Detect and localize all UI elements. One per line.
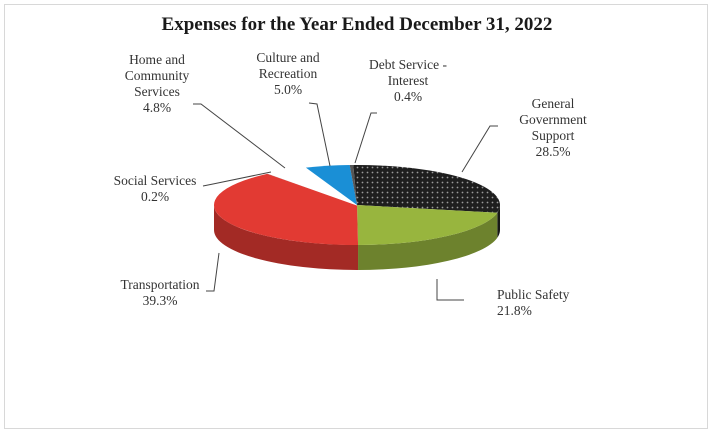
- slice-culture: [305, 165, 357, 205]
- leader-line-transport: [206, 252, 220, 292]
- slice-label-culture: Recreation: [259, 66, 318, 81]
- slice-label-public: Public Safety: [497, 287, 570, 302]
- slice-value-home: 4.8%: [143, 100, 171, 115]
- slice-label-home: Community: [125, 68, 190, 83]
- slice-label-general: General: [532, 96, 575, 111]
- slice-value-public: 21.8%: [497, 303, 532, 318]
- slice-label-home: Home and: [129, 52, 185, 67]
- chart-title: Expenses for the Year Ended December 31,…: [161, 14, 553, 35]
- slice-label-home: Services: [134, 84, 180, 99]
- slice-value-general: 28.5%: [536, 144, 571, 159]
- chart-frame: [4, 4, 708, 429]
- slice-value-transport: 39.3%: [143, 293, 178, 308]
- slice-value-culture: 5.0%: [274, 82, 302, 97]
- slice-label-culture: Culture and: [256, 50, 320, 65]
- slice-label-transport: Transportation: [120, 277, 199, 292]
- leader-line-general: [461, 125, 498, 173]
- slice-public: [357, 205, 498, 245]
- slice-label-debt: Interest: [388, 73, 429, 88]
- slice-label-debt: Debt Service -: [369, 57, 447, 72]
- slice-label-social: Social Services: [114, 173, 197, 188]
- slice-label-general: Support: [532, 128, 575, 143]
- leader-line-home: [193, 103, 286, 169]
- slice-home: [266, 167, 358, 206]
- slice-transport: [214, 173, 359, 245]
- leader-line-social: [202, 171, 272, 187]
- slice-debt: [349, 165, 357, 205]
- slice-value-debt: 0.4%: [394, 89, 422, 104]
- leader-line-debt: [354, 112, 377, 164]
- slice-label-general: Government: [519, 112, 587, 127]
- slice-general: [353, 165, 500, 213]
- leader-line-public: [436, 279, 464, 301]
- slice-value-social: 0.2%: [141, 189, 169, 204]
- leader-line-culture: [308, 102, 331, 167]
- slice-side-general: [497, 205, 500, 238]
- slice-side-transport: [214, 205, 359, 270]
- slice-side-public: [358, 212, 498, 270]
